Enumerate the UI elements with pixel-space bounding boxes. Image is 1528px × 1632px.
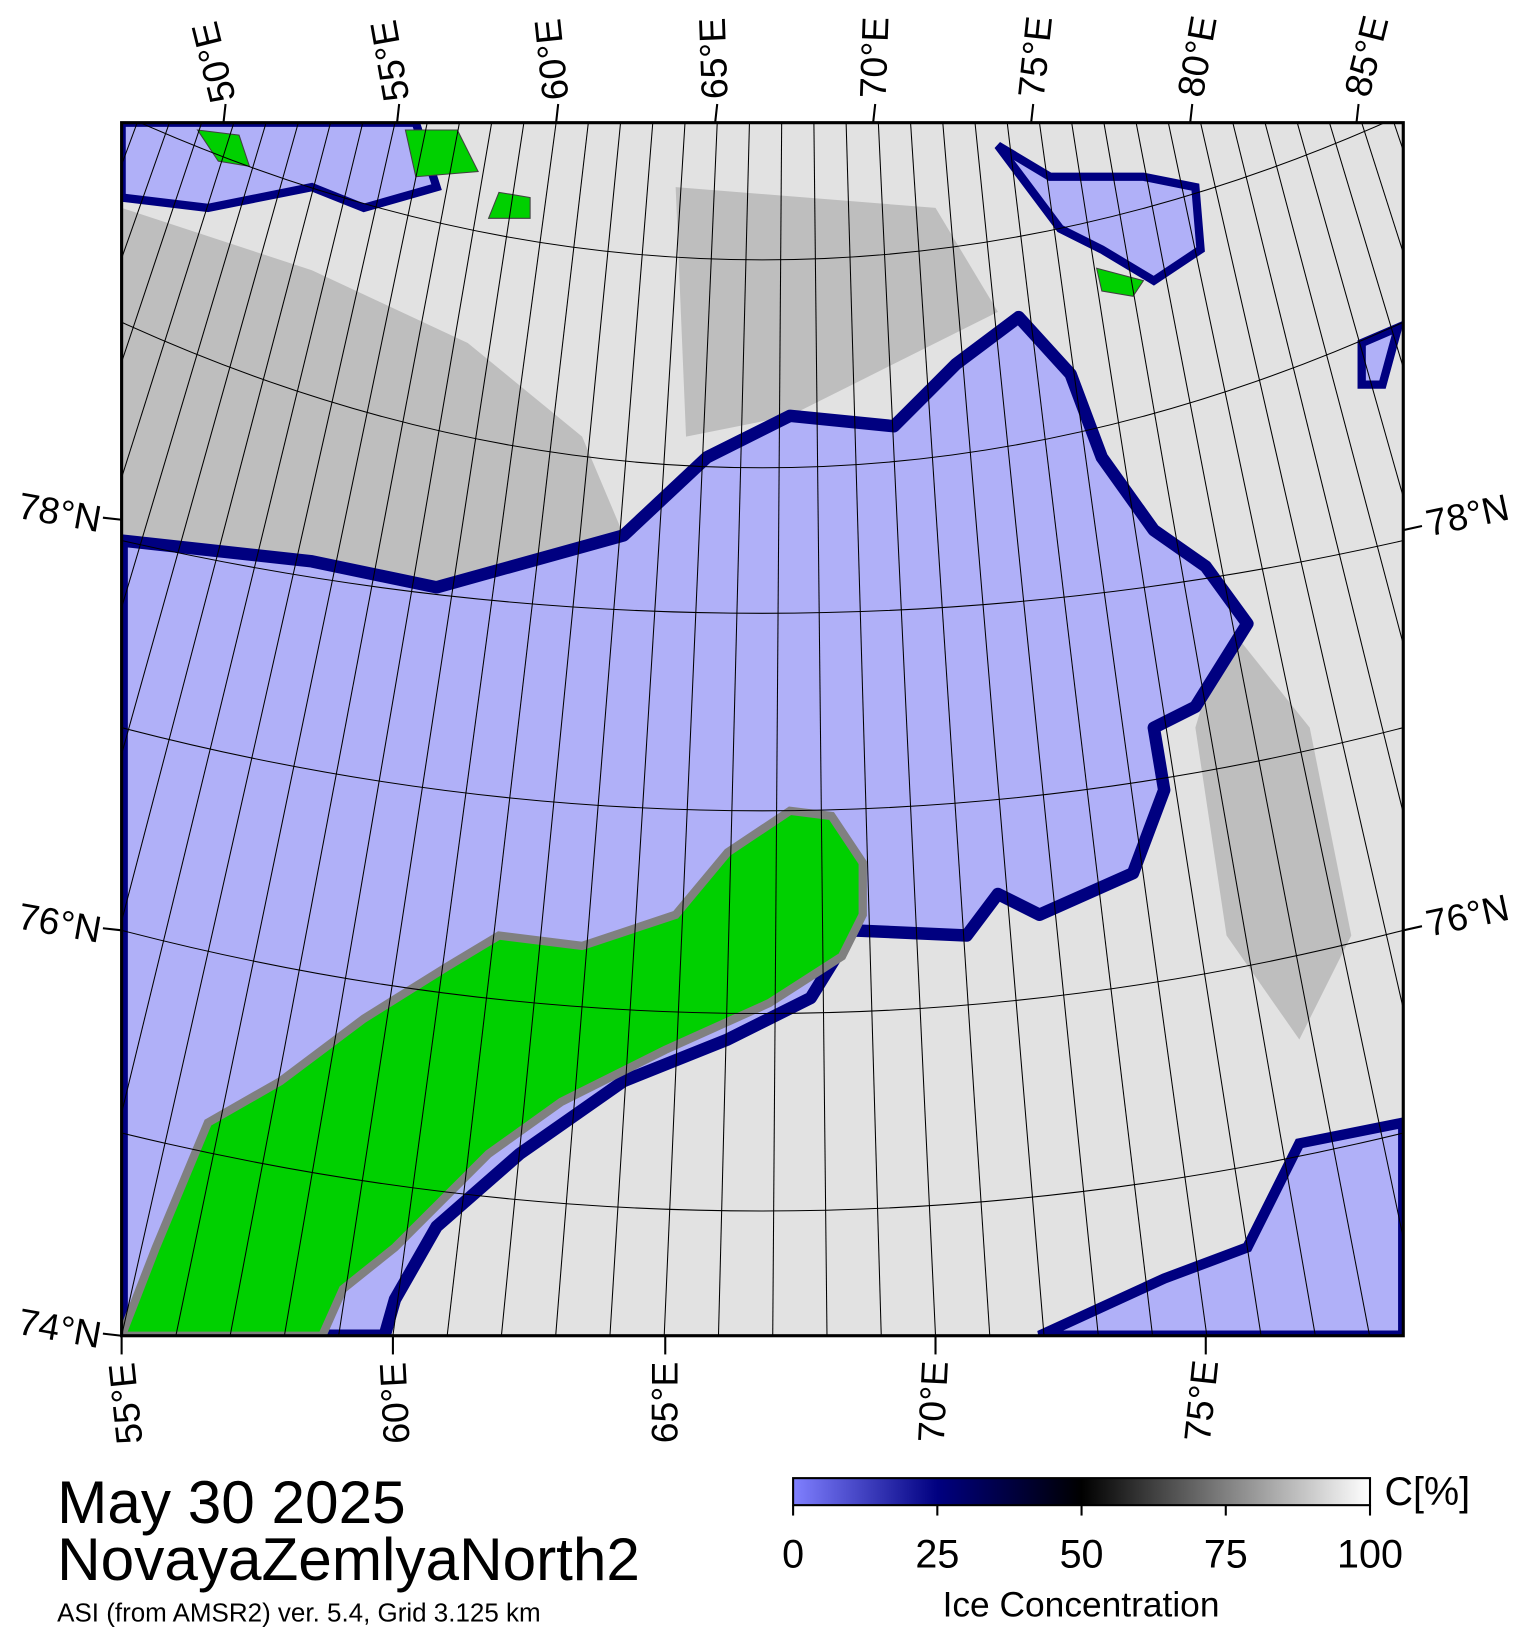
- meridian: [500, 122, 622, 1336]
- tick: [1030, 103, 1035, 123]
- meridian: [1167, 122, 1404, 1241]
- meridian: [175, 122, 428, 1336]
- colorbar-tick-label: 75: [1204, 1533, 1248, 1577]
- meridian: [121, 122, 235, 480]
- meridian: [121, 122, 203, 364]
- tick: [872, 103, 877, 123]
- lon-label: 80°E: [1169, 13, 1225, 101]
- lon-label: 55°E: [100, 1361, 150, 1446]
- tick: [555, 103, 560, 123]
- lon-label: 75°E: [1010, 14, 1060, 99]
- lat-label: 78°N: [15, 484, 105, 540]
- meridian: [974, 122, 1099, 1336]
- lon-label: 60°E: [526, 17, 576, 102]
- lon-label: 65°E: [691, 17, 736, 100]
- meridian: [1232, 122, 1404, 816]
- meridian: [1135, 122, 1371, 1336]
- lat-label: 78°N: [1422, 486, 1512, 544]
- lon-label: 60°E: [371, 1361, 417, 1445]
- tick: [1403, 524, 1423, 532]
- parallel: [121, 321, 1404, 469]
- tick: [222, 103, 227, 123]
- meridian: [877, 122, 937, 1336]
- meridian: [1458, 123, 1528, 1336]
- meridian: [283, 122, 493, 1336]
- meridian: [121, 122, 267, 610]
- meridian: [0, 123, 73, 1336]
- source: ASI (from AMSR2) ver. 5.4, Grid 3.125 km: [57, 1598, 540, 1628]
- colorbar-tick-label: 50: [1060, 1533, 1104, 1577]
- dense-ice: [121, 187, 1352, 1040]
- meridian: [1426, 123, 1528, 1336]
- meridian: [717, 122, 750, 1336]
- meridian: [0, 123, 105, 1336]
- colorbar-ticks: 0 25 50 75 100: [782, 1505, 1403, 1577]
- tick: [102, 927, 122, 932]
- meridian: [1264, 122, 1404, 647]
- meridian: [1071, 122, 1262, 1336]
- meridian: [392, 122, 557, 1336]
- lon-label: 70°E: [852, 16, 897, 99]
- colorbar-tick-label: 25: [915, 1533, 959, 1577]
- tick: [396, 103, 401, 123]
- colorbar-title: Ice Concentration: [943, 1585, 1220, 1624]
- lon-label: 75°E: [1176, 1358, 1226, 1443]
- tick: [1355, 103, 1360, 123]
- colorbar-tick-label: 0: [782, 1533, 804, 1577]
- meridian: [121, 122, 138, 167]
- meridian: [772, 122, 783, 1336]
- region: NovayaZemlyaNorth2: [57, 1525, 640, 1593]
- lat-label: 76°N: [15, 895, 105, 951]
- parallel: [121, 727, 1404, 812]
- meridian: [845, 122, 882, 1336]
- lon-label: 65°E: [644, 1362, 686, 1444]
- meridian: [121, 122, 364, 1116]
- colorbar-tick-label: 100: [1337, 1533, 1403, 1577]
- meridian: [338, 122, 525, 1336]
- meridian: [1393, 122, 1404, 153]
- tick: [714, 103, 719, 123]
- meridian: [1006, 122, 1154, 1336]
- parallel: [121, 1132, 1404, 1212]
- meridian: [813, 122, 828, 1336]
- meridian: [1523, 123, 1528, 1336]
- tick: [102, 1332, 122, 1337]
- meridian: [663, 122, 718, 1336]
- colorbar: [792, 1477, 1372, 1507]
- meridian: [555, 122, 654, 1336]
- graticule: [0, 122, 1528, 1336]
- tick: [1403, 925, 1423, 932]
- lat-label: 76°N: [1422, 886, 1512, 944]
- parallel: [121, 929, 1404, 1014]
- lon-label: 85°E: [1336, 11, 1396, 100]
- meridian: [1296, 122, 1404, 499]
- colorbar-unit: C[%]: [1385, 1470, 1471, 1514]
- graticule-labels: 50°E 55°E 60°E 65°E 70°E 75°E 80°E 85°E 55°E 60°E…: [15, 11, 1513, 1446]
- meridian: [609, 122, 686, 1336]
- meridian: [446, 122, 589, 1336]
- map-frame: [120, 121, 1405, 1338]
- meridian: [1200, 122, 1404, 1011]
- tick: [1189, 103, 1194, 123]
- meridian: [1103, 122, 1316, 1336]
- meridian: [910, 122, 991, 1336]
- meridian: [1491, 123, 1528, 1336]
- date: May 30 2025: [57, 1468, 405, 1536]
- tick: [102, 516, 122, 521]
- parallel: [121, 540, 1404, 614]
- meridian: [942, 122, 1045, 1336]
- map: [0, 122, 1528, 1336]
- parallel: [139, 122, 1386, 261]
- lon-label: 55°E: [362, 17, 418, 105]
- meridian: [229, 122, 460, 1336]
- lon-label: 50°E: [183, 18, 243, 107]
- meridian: [121, 122, 332, 924]
- meridian: [121, 122, 396, 1336]
- meridian: [1328, 122, 1404, 370]
- meridian: [1038, 122, 1208, 1336]
- lat-label: 74°N: [15, 1300, 105, 1356]
- lon-label: 70°E: [910, 1360, 956, 1444]
